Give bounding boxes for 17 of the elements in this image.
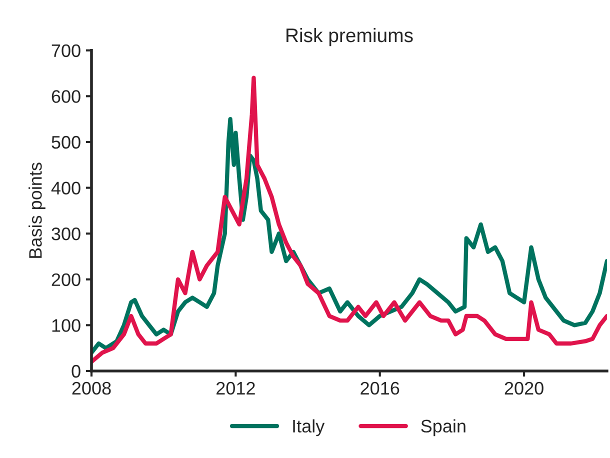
x-tick-label: 2008 bbox=[72, 382, 111, 395]
x-tick-label: 2020 bbox=[504, 382, 544, 395]
y-tick-label: 500 bbox=[52, 136, 80, 149]
x-tick-label: 2016 bbox=[360, 382, 400, 395]
legend-label: Spain bbox=[421, 419, 466, 436]
x-tick-label: 2012 bbox=[216, 382, 255, 395]
y-tick-label: 200 bbox=[52, 273, 80, 286]
y-tick-label: 600 bbox=[52, 90, 80, 103]
y-tick-label: 100 bbox=[52, 319, 80, 332]
chart-title: Risk premiums bbox=[286, 28, 413, 46]
line-series bbox=[92, 76, 607, 364]
legend-label: Italy bbox=[293, 419, 325, 436]
y-tick-label: 400 bbox=[51, 182, 80, 194]
y-tick-label: 300 bbox=[52, 228, 80, 240]
y-axis-title: Basis points bbox=[28, 162, 46, 258]
y-tick-label: 700 bbox=[52, 44, 80, 58]
y-tick-label: 0 bbox=[72, 364, 80, 378]
